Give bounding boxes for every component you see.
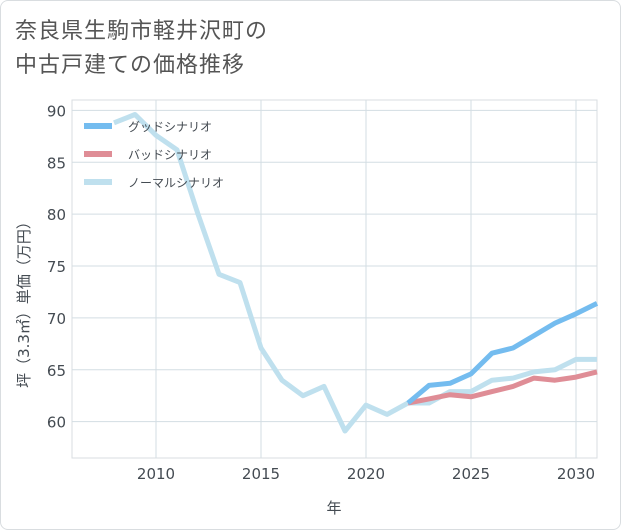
grid-lines	[72, 100, 597, 458]
legend-label: グッドシナリオ	[128, 120, 212, 134]
x-tick-label: 2020	[347, 465, 385, 483]
x-axis-title: 年	[326, 499, 341, 517]
series-lines	[113, 112, 599, 434]
chart-title-line-1: 奈良県生駒市軽井沢町の	[15, 19, 269, 44]
y-tick-label: 85	[47, 154, 66, 172]
chart-title: 奈良県生駒市軽井沢町の 中古戸建ての価格推移	[15, 15, 435, 83]
chart-title-line-2: 中古戸建ての価格推移	[15, 53, 246, 78]
y-axis-ticks: 60 65 70 75 80 85 90	[47, 102, 66, 431]
series-line-2	[407, 369, 598, 406]
plot-area	[71, 99, 598, 459]
x-tick-label: 2015	[242, 465, 280, 483]
x-tick-label: 2025	[452, 465, 490, 483]
y-tick-label: 70	[47, 310, 66, 328]
y-tick-label: 65	[47, 362, 66, 380]
y-tick-label: 90	[47, 102, 66, 120]
x-tick-label: 2030	[557, 465, 595, 483]
y-tick-label: 80	[47, 206, 66, 224]
y-tick-label: 60	[47, 414, 66, 432]
series-line-3	[113, 112, 597, 434]
legend-label: バッドシナリオ	[128, 148, 212, 162]
y-axis-title: 坪（3.3㎡）単価（万円）	[15, 214, 33, 388]
x-axis-ticks: 2010 2015 2020 2025 2030	[137, 465, 595, 483]
x-tick-label: 2010	[137, 465, 175, 483]
legend-label: ノーマルシナリオ	[128, 176, 224, 190]
y-tick-label: 75	[47, 258, 66, 276]
series-line-1	[406, 301, 599, 405]
